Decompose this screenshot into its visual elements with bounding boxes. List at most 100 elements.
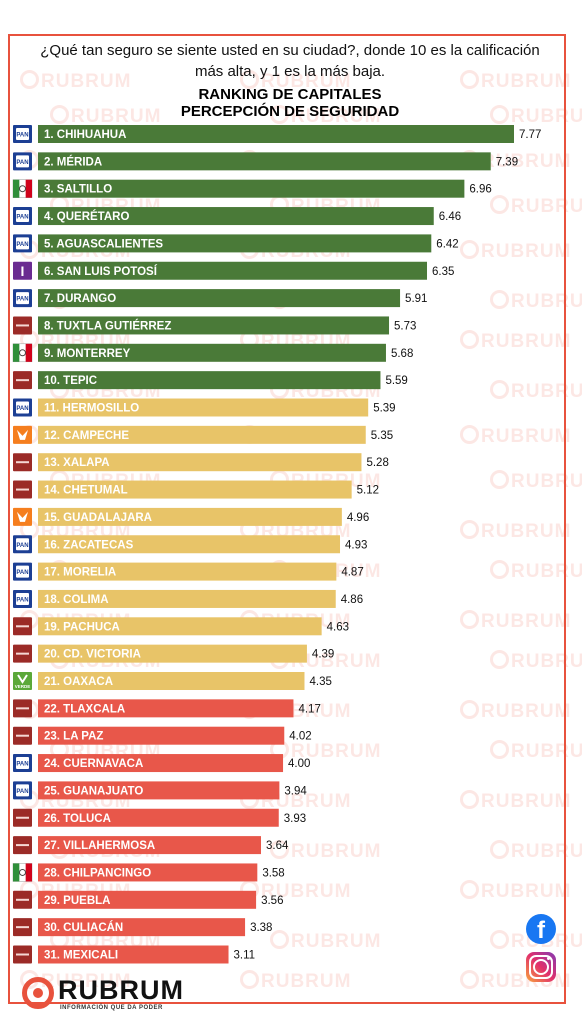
bar: [38, 234, 432, 253]
bar-value-label: 3.38: [250, 922, 272, 934]
logo-brand-name: RUBRUM: [58, 975, 184, 1005]
bar-category-label: 10. TEPIC: [44, 375, 97, 387]
party-pan-icon: PAN: [13, 289, 32, 308]
party-icon-label: PAN: [16, 242, 28, 248]
watermark-rubrum: RUBRUM: [50, 105, 161, 128]
chart-title-line2: PERCEPCIÓN DE SEGURIDAD: [180, 103, 400, 120]
party-morena-icon: [13, 617, 32, 636]
bar: [38, 316, 390, 335]
bar: [38, 589, 336, 608]
watermark-rubrum: RUBRUM: [270, 840, 381, 863]
watermark-rubrum: RUBRUM: [460, 70, 571, 93]
watermark-ring-icon: [460, 700, 479, 719]
party-icon-label: PAN: [16, 570, 28, 576]
watermark-text: RUBRUM: [481, 241, 572, 262]
watermark-rubrum: RUBRUM: [490, 290, 582, 313]
party-icon-label: PAN: [16, 543, 28, 549]
bar: [38, 152, 491, 171]
bar-value-label: 3.56: [261, 895, 283, 907]
bar-value-label: 3.94: [284, 785, 307, 797]
watermark-text: RUBRUM: [511, 381, 582, 402]
watermark-text: RUBRUM: [41, 71, 132, 92]
bar-value-label: 3.64: [266, 840, 289, 852]
chart-title: RANKING DE CAPITALES PERCEPCIÓN DE SEGUR…: [100, 86, 480, 120]
watermark-ring-icon: [270, 105, 289, 124]
watermark-text: RUBRUM: [481, 701, 572, 722]
watermark-text: RUBRUM: [481, 426, 572, 447]
bar-value-label: 4.93: [345, 539, 367, 551]
watermark-rubrum: RUBRUM: [240, 970, 351, 993]
party-pan-icon: PAN: [13, 234, 32, 253]
bar-category-label: 19. PACHUCA: [44, 621, 120, 633]
bar: [38, 453, 362, 472]
party-pan-icon: PAN: [13, 562, 32, 581]
bar: [38, 890, 257, 909]
bar-category-label: 21. OAXACA: [44, 676, 113, 688]
bar-row: PAN 7. DURANGO 5.91: [13, 289, 427, 308]
bar: [38, 562, 337, 581]
chart-frame: [8, 34, 566, 1004]
party-morena-icon: [13, 371, 32, 390]
bar: [38, 289, 401, 308]
logo-tagline: INFORMACIÓN QUE DA PODER: [60, 1005, 163, 1011]
watermark-ring-icon: [490, 740, 509, 759]
watermark-ring-icon: [490, 380, 509, 399]
facebook-icon[interactable]: f: [526, 914, 556, 944]
bar-row: 12. CAMPECHE 5.35: [13, 425, 393, 444]
bar-row: PAN 4. QUERÉTARO 6.46: [13, 207, 461, 226]
watermark-rubrum: RUBRUM: [460, 610, 571, 633]
bar-category-label: 16. ZACATECAS: [44, 539, 134, 551]
bar-category-label: 8. TUXTLA GUTIÉRREZ: [44, 319, 171, 332]
bar-value-label: 6.42: [436, 238, 458, 250]
bar-category-label: 1. CHIHUAHUA: [44, 129, 126, 141]
watermark-ring-icon: [490, 195, 509, 214]
bar-category-label: 20. CD. VICTORIA: [44, 649, 141, 661]
watermark-ring-icon: [490, 470, 509, 489]
bar-value-label: 4.96: [347, 512, 369, 524]
instagram-icon[interactable]: [526, 952, 556, 982]
bar-category-label: 12. CAMPECHE: [44, 430, 129, 442]
bar-row: 15. GUADALAJARA 4.96: [13, 507, 369, 526]
bar-row: 3. SALTILLO 6.96: [12, 179, 492, 198]
party-icon-label: PAN: [16, 215, 28, 221]
bar-row: 8. TUXTLA GUTIÉRREZ 5.73: [13, 316, 416, 335]
watermark-rubrum: RUBRUM: [460, 520, 571, 543]
party-pan-icon: PAN: [13, 207, 32, 226]
watermark-ring-icon: [460, 425, 479, 444]
bar-category-label: 13. XALAPA: [44, 457, 110, 469]
bar-category-label: 5. AGUASCALIENTES: [44, 238, 163, 250]
bar-category-label: 26. TOLUCA: [44, 813, 111, 825]
party-icon-label: PAN: [16, 762, 28, 768]
bar-row: 29. PUEBLA 3.56: [13, 890, 283, 909]
bar: [38, 781, 280, 800]
bar: [38, 480, 352, 499]
watermark-rubrum: RUBRUM: [490, 740, 582, 763]
party-mc-icon: [13, 507, 32, 526]
bar-category-label: 6. SAN LUIS POTOSÍ: [44, 265, 158, 278]
party-morena-icon: [13, 808, 32, 827]
bar: [38, 808, 279, 827]
bar-value-label: 7.39: [496, 156, 518, 168]
watermark-ring-icon: [490, 930, 509, 949]
watermark-rubrum: RUBRUM: [460, 790, 571, 813]
bar: [38, 261, 428, 280]
survey-question: ¿Qué tan seguro se siente usted en su ci…: [40, 42, 540, 80]
party-morena-icon: [13, 836, 32, 855]
bar: [38, 836, 261, 855]
bar-value-label: 4.35: [309, 676, 331, 688]
bar-category-label: 7. DURANGO: [44, 293, 116, 305]
bar: [38, 425, 366, 444]
bar-row: 14. CHETUMAL 5.12: [13, 480, 379, 499]
watermark-text: RUBRUM: [291, 741, 382, 762]
watermark-ring-icon: [490, 105, 509, 124]
bar-value-label: 5.59: [385, 375, 407, 387]
bar: [38, 918, 246, 937]
bar-row: PAN 25. GUANAJUATO 3.94: [13, 781, 307, 800]
bar-row: 31. MEXICALI 3.11: [13, 945, 255, 964]
watermark-text: RUBRUM: [481, 791, 572, 812]
bar: [38, 945, 229, 964]
bar-value-label: 5.35: [371, 430, 393, 442]
party-pan-icon: PAN: [13, 152, 32, 171]
bar-value-label: 4.17: [298, 703, 320, 715]
watermark-ring-icon: [460, 610, 479, 629]
